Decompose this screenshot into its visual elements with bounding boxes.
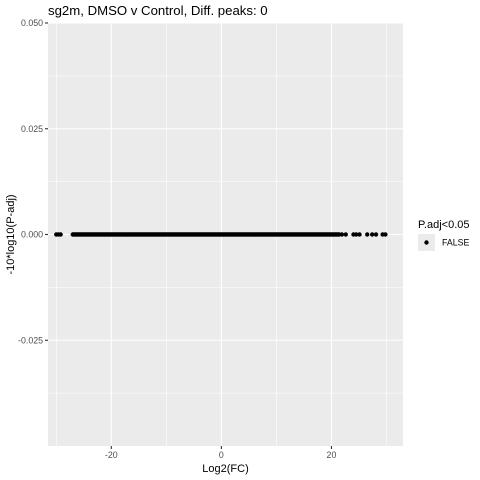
x-tick-label: 20 <box>327 450 337 460</box>
data-point <box>383 232 388 237</box>
y-tick-label: -0.025 <box>18 335 43 345</box>
legend: P.adj<0.05 FALSE <box>418 219 470 251</box>
y-tick-label: 0.050 <box>21 18 43 28</box>
x-axis-ticks: -20 0 20 <box>105 446 337 460</box>
data-points <box>54 232 388 237</box>
data-point <box>357 232 362 237</box>
data-point <box>365 232 370 237</box>
data-point <box>58 232 63 237</box>
data-point <box>343 232 348 237</box>
legend-label-false: FALSE <box>442 238 470 248</box>
x-tick-label: 0 <box>219 450 224 460</box>
data-point <box>339 232 345 237</box>
y-tick-label: 0.025 <box>21 124 43 134</box>
data-point <box>373 232 379 237</box>
legend-key-point <box>424 240 429 245</box>
y-axis-title: -10*log10(P-adj) <box>5 194 17 274</box>
plot-title: sg2m, DMSO v Control, Diff. peaks: 0 <box>48 3 268 18</box>
data-point <box>369 232 375 237</box>
legend-title: P.adj<0.05 <box>418 219 470 231</box>
y-tick-label: 0.000 <box>21 230 43 240</box>
data-point <box>354 232 359 237</box>
x-tick-label: -20 <box>105 450 118 460</box>
y-axis-ticks: -0.025 0.000 0.025 0.050 <box>18 18 48 345</box>
x-axis-title: Log2(FC) <box>202 463 248 475</box>
